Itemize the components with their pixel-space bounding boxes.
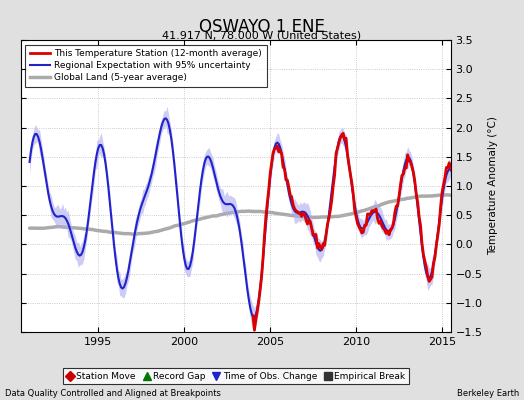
Y-axis label: Temperature Anomaly (°C): Temperature Anomaly (°C) bbox=[488, 116, 498, 256]
Text: Berkeley Earth: Berkeley Earth bbox=[456, 389, 519, 398]
Text: Data Quality Controlled and Aligned at Breakpoints: Data Quality Controlled and Aligned at B… bbox=[5, 389, 221, 398]
Text: OSWAYO 1 ENE: OSWAYO 1 ENE bbox=[199, 18, 325, 36]
Legend: Station Move, Record Gap, Time of Obs. Change, Empirical Break: Station Move, Record Gap, Time of Obs. C… bbox=[63, 368, 409, 384]
Text: 41.917 N, 78.000 W (United States): 41.917 N, 78.000 W (United States) bbox=[162, 30, 362, 40]
